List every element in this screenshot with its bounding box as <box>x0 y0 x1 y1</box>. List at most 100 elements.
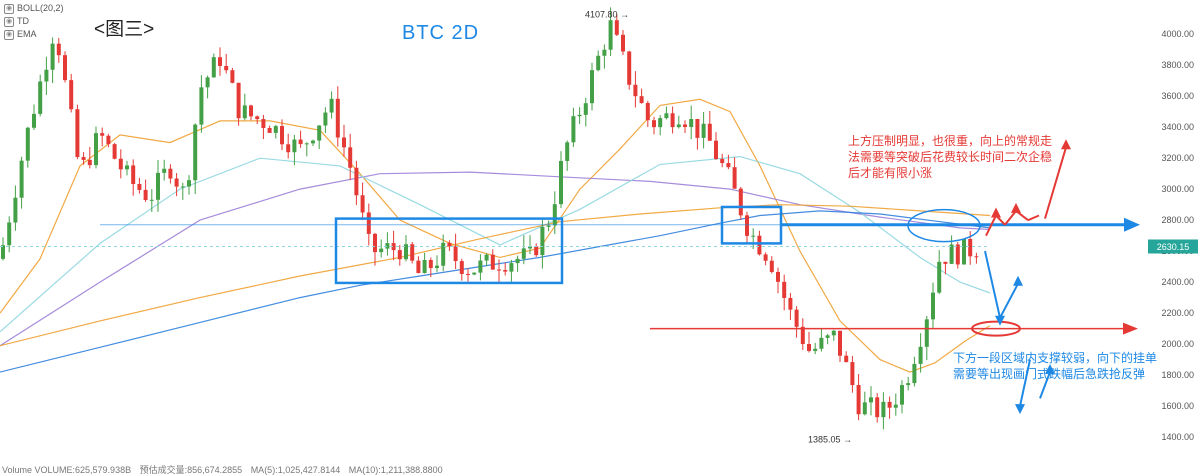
candle-body <box>490 254 495 270</box>
candle-body <box>521 248 526 259</box>
consolidation-box <box>334 217 564 285</box>
candle-body <box>652 120 656 128</box>
candle-body <box>137 183 142 190</box>
projection-line <box>1044 147 1067 219</box>
candle-body <box>69 80 74 110</box>
candle-body <box>143 189 148 201</box>
candle-body <box>639 96 644 103</box>
candle-body <box>850 362 855 386</box>
ma5-value: MA(5):1,025,427.8144 <box>250 465 341 475</box>
candle-body <box>261 119 266 129</box>
candle-body <box>44 69 49 82</box>
projection-line <box>1004 210 1017 226</box>
eye-icon[interactable]: ◉ <box>4 29 14 40</box>
candle-body <box>559 160 563 205</box>
candle-body <box>478 260 483 273</box>
candle-body <box>56 43 61 56</box>
candle-body <box>577 114 582 117</box>
candle-body <box>416 260 421 274</box>
candle-body <box>838 330 842 356</box>
candle-body <box>800 326 805 345</box>
candle-body <box>707 123 712 141</box>
candle-body <box>962 238 966 265</box>
arrow-down-icon <box>1015 404 1025 415</box>
candle-body <box>813 348 818 351</box>
candle-body <box>943 261 948 264</box>
candle-body <box>621 34 625 52</box>
candle-body <box>503 270 508 272</box>
candle-body <box>168 168 173 179</box>
candle-body <box>230 70 235 83</box>
arrow-up-icon <box>1011 202 1021 213</box>
price-axis: 1400.00 1600.00 1800.00 2000.00 2200.00 2400.… <box>585 9 1198 444</box>
current-price-label: 2630.15 <box>1157 242 1190 252</box>
volume-info-bar: Volume VOLUME:625,579.938B 预估成交量:856,674… <box>2 463 449 476</box>
candle-body <box>193 124 198 181</box>
candle-body <box>397 250 402 260</box>
projection-line <box>1039 371 1051 399</box>
candle-body <box>515 258 520 264</box>
arrow-right-icon <box>1123 322 1138 335</box>
candle-body <box>869 397 873 403</box>
eye-icon[interactable]: ◉ <box>4 16 14 27</box>
y-tick-label: 1600.00 <box>1161 401 1194 411</box>
candle-body <box>323 112 328 126</box>
candle-body <box>329 98 334 113</box>
candle-body <box>608 20 613 50</box>
candle-body <box>831 330 836 336</box>
candle-body <box>81 157 86 160</box>
candle-body <box>249 105 253 117</box>
candle-body <box>428 259 433 268</box>
arrow-right-icon <box>1124 217 1140 232</box>
ma-line <box>0 171 991 347</box>
candle-body <box>949 244 954 264</box>
candle-body <box>379 248 384 253</box>
legend-item-ema[interactable]: ◉ EMA <box>4 28 64 41</box>
candle-body <box>317 125 322 141</box>
candle-body <box>63 55 67 81</box>
ma-line <box>0 204 991 347</box>
candle-body <box>348 147 353 168</box>
candle-body <box>218 57 222 66</box>
candle-body <box>974 256 979 258</box>
ma-line <box>0 155 991 333</box>
candle-body <box>410 244 415 261</box>
candle-body <box>298 139 303 145</box>
y-tick-label: 2800.00 <box>1161 215 1194 225</box>
arrow-up-icon <box>1061 139 1071 150</box>
candle-body <box>149 199 154 201</box>
candle-body <box>131 165 136 184</box>
indicator-legend: ◉ BOLL(20,2) ◉ TD ◉ EMA <box>4 2 64 41</box>
candle-body <box>583 103 588 115</box>
pair-title: BTC 2D <box>402 22 480 44</box>
current-price-badge <box>1148 239 1198 254</box>
y-tick-label: 2000.00 <box>1161 339 1194 349</box>
candle-body <box>571 116 576 143</box>
candle-body <box>701 123 706 138</box>
eye-icon[interactable]: ◉ <box>4 3 14 14</box>
arrow-down-icon <box>995 315 1005 326</box>
candle-body <box>484 254 489 261</box>
candle-body <box>391 243 396 251</box>
candle-body <box>937 261 942 293</box>
candle-body <box>738 188 743 216</box>
candles <box>1 7 979 430</box>
figure-label: <图三> <box>94 19 155 40</box>
legend-item-boll[interactable]: ◉ BOLL(20,2) <box>4 2 64 15</box>
candle-body <box>807 344 811 351</box>
arrow-up-icon <box>1013 275 1023 286</box>
candle-body <box>50 43 55 70</box>
candle-body <box>645 102 650 121</box>
projection-line <box>1019 359 1031 407</box>
candle-body <box>875 397 880 418</box>
candle-body <box>782 281 787 298</box>
candle-body <box>602 49 607 56</box>
candle-body <box>199 87 204 125</box>
candle-body <box>906 383 911 386</box>
candle-body <box>94 133 98 166</box>
candle-body <box>335 98 340 138</box>
candle-body <box>881 401 886 418</box>
legend-item-td[interactable]: ◉ TD <box>4 15 64 28</box>
candle-body <box>100 133 105 136</box>
